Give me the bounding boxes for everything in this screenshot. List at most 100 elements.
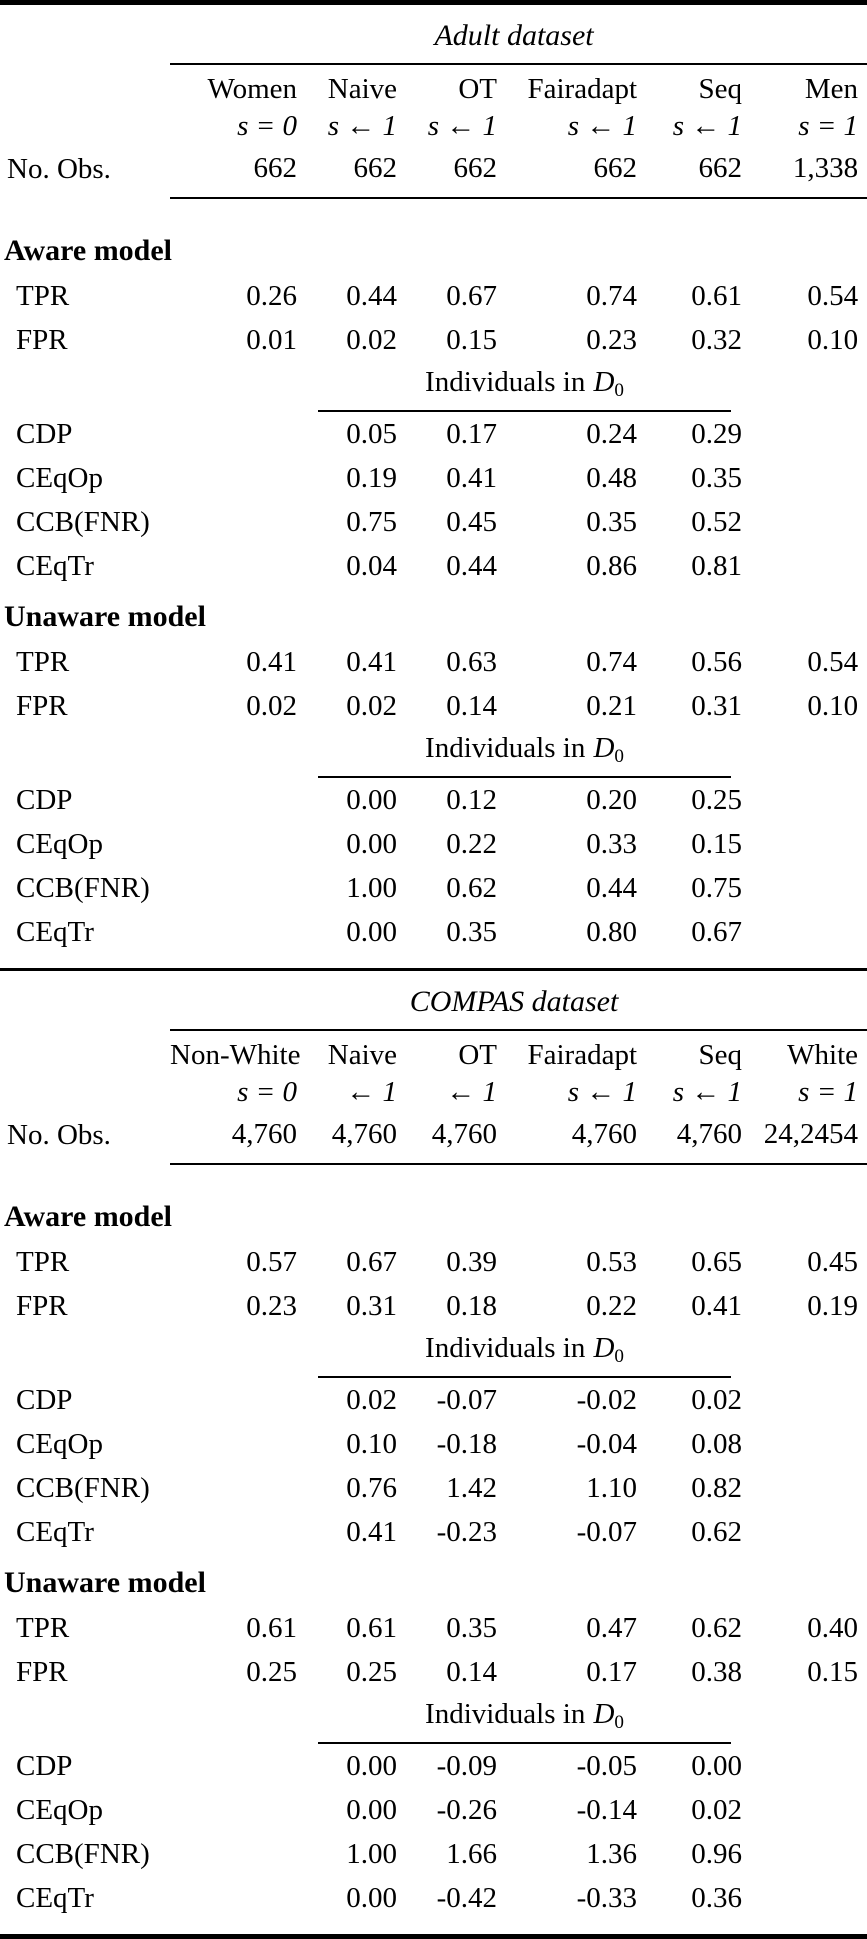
metric-label: CDP: [16, 1383, 73, 1416]
individuals-subheader: Individuals in D0: [300, 1328, 745, 1378]
spacer-cell: [745, 1510, 867, 1554]
metric-row: TPR 0.26 0.44 0.67 0.74 0.61 0.54: [0, 274, 867, 318]
metric-row: CEqOp 0.19 0.41 0.48 0.35: [0, 456, 867, 500]
no-obs-value: 662: [170, 146, 300, 199]
metric-value: 0.52: [691, 505, 742, 538]
column-subheader-row: s = 0 s ← 1 s ← 1 s ← 1 s ← 1 s = 1: [0, 106, 867, 146]
metric-label: FPR: [16, 1655, 68, 1688]
metric-value: 0.81: [691, 549, 742, 582]
dataset-title: Adult dataset: [170, 5, 867, 65]
metric-label: CCB(FNR): [16, 871, 150, 904]
no-obs-row: No. Obs. 4,760 4,760 4,760 4,760 4,760 2…: [0, 1112, 867, 1165]
metric-row: CCB(FNR) 1.00 1.66 1.36 0.96: [0, 1832, 867, 1876]
metric-value: 0.05: [346, 417, 397, 450]
metric-value: 0.41: [691, 1289, 742, 1322]
dataset-symbol: D: [593, 1698, 615, 1731]
spacer-cell: [0, 1694, 170, 1744]
metric-value: 0.74: [586, 645, 637, 678]
spacer-cell: [745, 1788, 867, 1832]
metric-value: -0.42: [436, 1881, 497, 1914]
metric-label: CDP: [16, 1749, 73, 1782]
metric-value: 0.53: [586, 1245, 637, 1278]
column-header: Men: [804, 73, 859, 105]
metric-value: 0.19: [346, 461, 397, 494]
metric-value: -0.23: [436, 1515, 497, 1548]
column-subheader: s ← 1: [567, 109, 637, 142]
dataset-subscript: 0: [614, 1711, 624, 1733]
metric-row: FPR 0.25 0.25 0.14 0.17 0.38 0.15: [0, 1650, 867, 1694]
model-section-header-row: Unaware model: [0, 588, 867, 640]
column-header: Women: [207, 73, 297, 105]
spacer-row: [0, 1164, 867, 1188]
metric-label: CEqTr: [16, 915, 94, 948]
spacer-cell: [170, 1788, 300, 1832]
column-header: OT: [458, 1039, 497, 1071]
spacer-cell: [0, 728, 170, 778]
spacer-cell: [745, 1694, 867, 1744]
metric-row: CEqTr 0.41 -0.23 -0.07 0.62: [0, 1510, 867, 1554]
spacer-cell: [745, 1744, 867, 1788]
metric-value: 0.40: [807, 1611, 859, 1644]
individuals-text: Individuals in: [425, 1332, 586, 1365]
metric-row: CEqTr 0.00 -0.42 -0.33 0.36: [0, 1876, 867, 1920]
column-subheader: s ← 1: [327, 109, 397, 142]
metric-row: CEqOp 0.00 0.22 0.33 0.15: [0, 822, 867, 866]
metric-row: CEqTr 0.00 0.35 0.80 0.67: [0, 910, 867, 954]
metric-value: 0.00: [346, 1881, 397, 1914]
dataset-subscript: 0: [614, 745, 624, 767]
spacer-cell: [170, 544, 300, 588]
metric-value: -0.26: [436, 1793, 497, 1826]
spacer-cell: [0, 1030, 170, 1072]
column-header: Non-White: [170, 1039, 301, 1071]
metric-row: TPR 0.41 0.41 0.63 0.74 0.56 0.54: [0, 640, 867, 684]
metric-value: 0.25: [691, 783, 742, 816]
metric-value: 0.67: [691, 915, 742, 948]
dataset-title: COMPAS dataset: [170, 971, 867, 1031]
metric-value: 1.10: [586, 1471, 637, 1504]
metric-value: 0.15: [807, 1655, 859, 1688]
metric-value: 0.25: [346, 1655, 397, 1688]
spacer-cell: [745, 544, 867, 588]
metric-value: 0.86: [586, 549, 637, 582]
metric-value: 0.74: [586, 279, 637, 312]
metric-value: 0.02: [346, 1383, 397, 1416]
metric-value: 0.02: [346, 689, 397, 722]
spacer-cell: [0, 971, 170, 1030]
dataset-title-row: COMPAS dataset: [0, 971, 867, 1031]
metric-label: CEqOp: [16, 827, 103, 860]
metric-value: 0.00: [346, 783, 397, 816]
metric-value: 0.54: [807, 279, 859, 312]
metric-value: 0.02: [246, 689, 297, 722]
spacer-cell: [170, 1466, 300, 1510]
metric-label: TPR: [16, 1611, 70, 1644]
metric-value: 0.56: [691, 645, 742, 678]
metric-value: 0.33: [586, 827, 637, 860]
adult-results-table: Adult dataset Women Naive OT Fairadapt S…: [0, 5, 867, 968]
column-subheader: s = 0: [237, 1075, 297, 1108]
dataset-symbol: D: [593, 732, 615, 765]
spacer-cell: [170, 728, 300, 778]
spacer-cell: [0, 1328, 170, 1378]
metric-value: 0.14: [446, 1655, 497, 1688]
metric-value: 0.62: [446, 871, 497, 904]
dataset-subscript: 0: [614, 1345, 624, 1367]
dataset-symbol: D: [593, 366, 615, 399]
dataset-title-row: Adult dataset: [0, 5, 867, 65]
column-header: Fairadapt: [527, 73, 637, 105]
metric-value: 0.36: [691, 1881, 742, 1914]
column-subheader: s ← 1: [672, 1075, 742, 1108]
spacer-cell: [745, 866, 867, 910]
metric-value: 0.48: [586, 461, 637, 494]
metric-label: CEqOp: [16, 461, 103, 494]
no-obs-value: 4,760: [300, 1112, 400, 1165]
column-subheader: s = 1: [798, 109, 859, 142]
metric-value: 0.04: [346, 549, 397, 582]
spacer-cell: [170, 500, 300, 544]
metric-value: 0.57: [246, 1245, 297, 1278]
spacer-cell: [745, 412, 867, 456]
spacer-cell: [170, 822, 300, 866]
spacer-cell: [745, 1466, 867, 1510]
metric-value: 0.80: [586, 915, 637, 948]
metric-label: FPR: [16, 1289, 68, 1322]
spacer-cell: [170, 1328, 300, 1378]
